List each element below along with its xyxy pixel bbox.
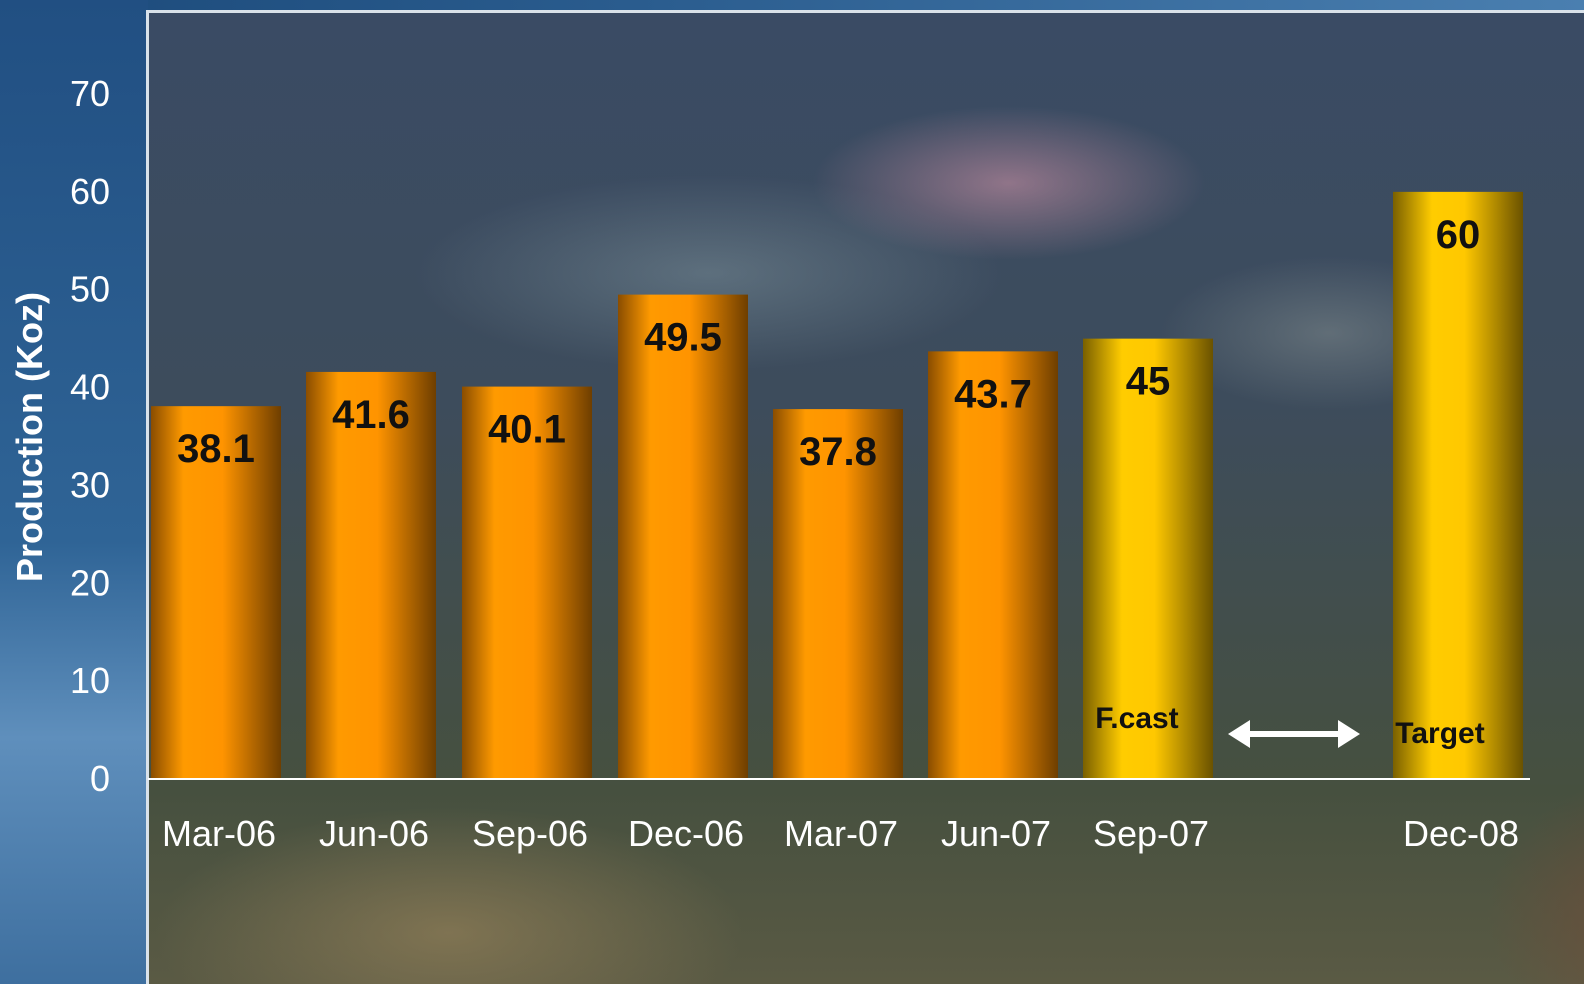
value-label: 38.1 xyxy=(177,427,255,471)
y-tick-label: 30 xyxy=(70,464,110,505)
x-tick-label: Mar-07 xyxy=(784,813,898,854)
x-tick-label: Mar-06 xyxy=(162,813,276,854)
value-label: 45 xyxy=(1126,360,1171,404)
x-tick-label: Dec-06 xyxy=(628,813,744,854)
y-tick-label: 40 xyxy=(70,367,110,408)
value-label: 41.6 xyxy=(332,393,410,437)
value-label: 60 xyxy=(1436,213,1481,257)
y-tick-label: 70 xyxy=(70,73,110,114)
left-panel xyxy=(0,0,148,984)
y-tick-label: 50 xyxy=(70,269,110,310)
bar-dec-06 xyxy=(618,294,748,779)
y-axis-label: Production (Koz) xyxy=(9,292,50,582)
bar-dec-08 xyxy=(1393,191,1523,779)
x-tick-label: Jun-06 xyxy=(319,813,429,854)
value-label: 40.1 xyxy=(488,408,566,452)
x-tick-label: Sep-07 xyxy=(1093,813,1209,854)
value-label: 49.5 xyxy=(644,316,722,360)
x-tick-label: Dec-08 xyxy=(1403,813,1519,854)
bar-mar-07 xyxy=(773,409,903,779)
y-tick-label: 20 xyxy=(70,562,110,603)
value-label: 37.8 xyxy=(799,430,877,474)
forecast-annotation: F.cast xyxy=(1095,702,1178,735)
value-label: 43.7 xyxy=(954,372,1032,416)
bar-jun-06 xyxy=(306,371,436,779)
y-tick-label: 0 xyxy=(90,758,110,799)
x-tick-label: Jun-07 xyxy=(941,813,1051,854)
bar-sep-06 xyxy=(462,386,592,779)
y-tick-label: 10 xyxy=(70,660,110,701)
bar-sep-07 xyxy=(1083,338,1213,779)
bar-mar-06 xyxy=(151,406,281,779)
bar-jun-07 xyxy=(928,351,1058,779)
target-annotation: Target xyxy=(1395,717,1484,750)
x-tick-label: Sep-06 xyxy=(472,813,588,854)
y-tick-label: 60 xyxy=(70,171,110,212)
double-arrow-icon xyxy=(1228,720,1360,748)
